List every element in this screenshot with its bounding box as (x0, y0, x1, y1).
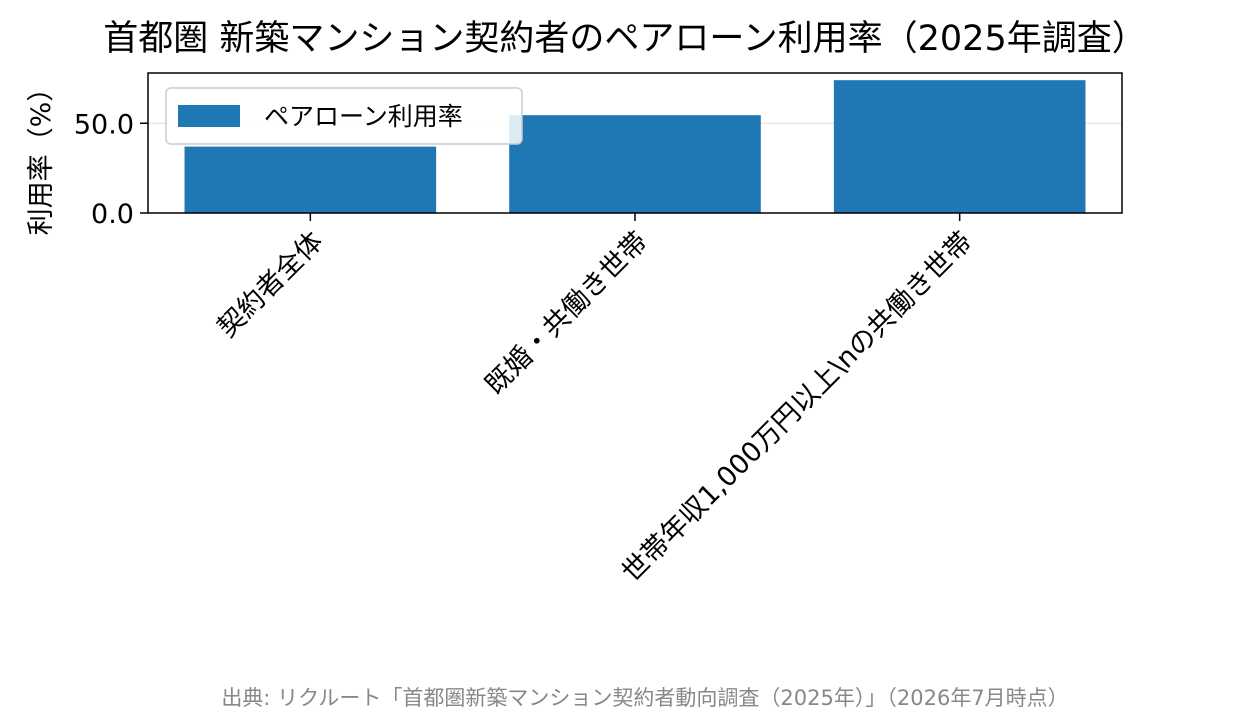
legend-box (165, 87, 523, 145)
bar (509, 115, 761, 213)
bar (184, 146, 437, 213)
y-axis-ticks: 0.0 50.0 (74, 109, 148, 230)
source-note: 出典: リクルート「首都圏新築マンション契約者動向調査（2025年）」（2026… (221, 686, 1068, 710)
legend-swatch (178, 105, 240, 127)
x-tick-label: 既婚・共働き世帯 (479, 226, 654, 401)
y-tick-label: 50.0 (74, 109, 134, 140)
x-tick-label: 世帯年収1,000万円以上\nの共働き世帯 (616, 226, 978, 588)
x-tick-label: 契約者全体 (212, 226, 329, 343)
bar (833, 80, 1086, 213)
y-axis-label: 利用率（%） (26, 75, 57, 236)
legend: ペアローン利用率 (165, 87, 523, 145)
y-tick-label: 0.0 (91, 199, 134, 230)
bars (184, 80, 1086, 213)
legend-label: ペアローン利用率 (264, 102, 463, 131)
chart-title: 首都圏 新築マンション契約者のペアローン利用率（2025年調査） (103, 19, 1146, 59)
